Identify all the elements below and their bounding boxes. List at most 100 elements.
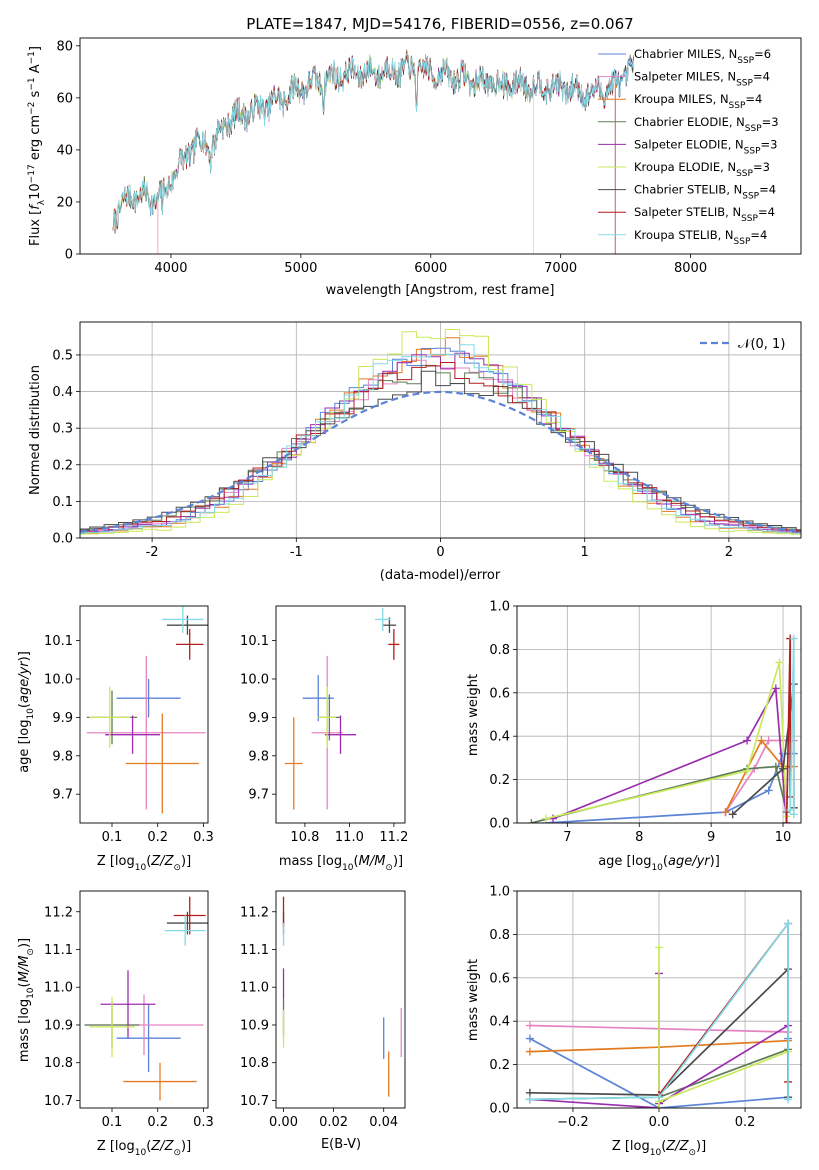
y-tick-label: 0.6 [489, 686, 510, 701]
x-axis-label: (data-model)/error [380, 568, 501, 583]
label-part: ⊙ [173, 863, 181, 873]
label-part: 10 [135, 863, 147, 873]
errorbar-kroupa-stelib [164, 915, 206, 946]
histogram-chabrier-elodie [80, 364, 801, 532]
errorbar-chabrier-miles [302, 675, 334, 722]
plot-area-mass-vs-Z [84, 896, 208, 1101]
y-tick-label: 1.0 [489, 885, 510, 900]
weight-marker [789, 810, 798, 819]
errorbar-kroupa-miles [284, 717, 303, 810]
label-part: λ [37, 199, 47, 205]
weight-marker [771, 762, 780, 771]
label-part: Salpeter STELIB, N [634, 205, 741, 219]
errorbar-salpeter-elodie [100, 970, 156, 1039]
plot-frame [79, 37, 802, 255]
errorbar-salpeter-elodie [105, 715, 160, 754]
plot-area-mass-vs-EBV [282, 896, 402, 1097]
y-axis-label: mass weight [466, 959, 481, 1041]
x-tick-label: 10.8 [290, 830, 319, 845]
label-part: )] [393, 854, 403, 869]
x-tick-label: 0.2 [147, 830, 168, 845]
y-tick-label: 11.2 [44, 905, 73, 920]
label-part: Z [log [97, 1139, 135, 1154]
y-tick-label: 10.1 [240, 634, 269, 649]
errorbar-kroupa-miles [125, 713, 199, 814]
x-axis-label: mass [log10(M/M⊙)] [279, 854, 403, 873]
weight-marker [782, 819, 791, 823]
label-part: mass [log [279, 854, 342, 869]
y-tick-label: 10.8 [240, 1056, 269, 1071]
label-part: =4 [750, 228, 767, 242]
x-tick-label: -2 [146, 545, 159, 560]
label-part: Salpeter MILES, N [634, 70, 736, 84]
spectrum-line-chabrier-elodie [112, 49, 634, 234]
x-tick-label: 4000 [154, 261, 187, 276]
x-axis-label: age [log10(age/yr)] [598, 854, 720, 873]
x-tick-label: 0.0 [649, 1115, 670, 1130]
label-part: Z [log [612, 1139, 650, 1154]
x-axis-label: Z [log10(Z/Z⊙)] [612, 1139, 706, 1158]
errorbar-chabrier-miles [116, 678, 181, 718]
label-part: ( [146, 1139, 151, 1154]
label-part: Chabrier ELODIE, N [634, 115, 745, 129]
x-axis-label: Z [log10(Z/Z⊙)] [97, 854, 191, 873]
weight-marker [655, 943, 663, 952]
y-tick-label: 10.0 [240, 672, 269, 687]
weight-marker [764, 786, 773, 795]
x-tick-label: 1 [581, 545, 589, 560]
label-part: Kroupa MILES, N [634, 92, 729, 106]
axes-age-vs-mass: 10.8 11.0 11.2 9.7 9.8 9.9 10.0 10.1 mass [log10… [240, 605, 408, 873]
label-part: Kroupa STELIB, N [634, 228, 734, 242]
label-part: ] [28, 46, 43, 51]
label-part: =3 [761, 137, 778, 151]
chart-title: PLATE=1847, MJD=54176, FIBERID=0556, z=0… [246, 15, 633, 33]
errorbar-kroupa-stelib [374, 607, 391, 631]
label-part: SSP [736, 169, 753, 179]
errorbar-kroupa-miles [123, 1062, 197, 1101]
y-tick-label: 0.3 [52, 422, 73, 437]
label-part: ( [17, 982, 32, 987]
weight-marker [525, 1095, 534, 1104]
y-tick-label: 20 [56, 195, 73, 210]
label-part: 10 [135, 1148, 147, 1158]
axes-spectrum: 4000 5000 6000 7000 8000 0 20 40 60 80 PLATE=1847,… [27, 15, 802, 298]
x-tick-label: 0.2 [735, 1115, 756, 1130]
y-tick-label: 0.4 [489, 730, 510, 745]
y-tick-label: 9.8 [52, 749, 73, 764]
label-part: SSP [742, 192, 759, 202]
label-part: =4 [745, 92, 762, 106]
legend-entry: Kroupa STELIB, NSSP=4 [634, 228, 767, 247]
weight-marker [757, 736, 766, 745]
weight-marker [525, 1021, 534, 1030]
errorbar-salpeter-elodie [324, 715, 357, 754]
errorbar-chabrier-miles [116, 1004, 181, 1073]
x-tick-label: 0.3 [193, 1115, 214, 1130]
label-part: SSP [745, 124, 762, 134]
errorbar-kroupa-elodie [89, 686, 131, 749]
label-part: SSP [729, 101, 746, 111]
label-part: =3 [753, 160, 770, 174]
label-part: )] [17, 938, 32, 948]
x-tick-label: 6000 [414, 261, 447, 276]
x-tick-label: 8 [635, 830, 643, 845]
y-tick-label: 9.8 [248, 749, 269, 764]
label-part: M/M [359, 854, 386, 869]
label-part: ( [663, 854, 668, 869]
label-part: )] [17, 651, 32, 661]
plot-area-massweight-vs-age [527, 634, 798, 823]
weight-line-kroupa-elodie [658, 947, 789, 1108]
y-tick-label: 11.1 [44, 943, 73, 958]
y-tick-label: 10.9 [44, 1018, 73, 1033]
weight-line-salpeter-miles [724, 739, 794, 813]
weight-marker [548, 814, 557, 823]
label-part: erg cm [28, 115, 43, 164]
x-tick-label: 0.02 [319, 1115, 348, 1130]
errorbar-salpeter-stelib [173, 896, 206, 935]
x-tick-label: 8000 [674, 261, 707, 276]
label-part: 10 [26, 708, 36, 720]
legend-entry: Chabrier STELIB, NSSP=4 [634, 183, 776, 202]
weight-line-salpeter-elodie [529, 973, 789, 1108]
label-part: 10 [650, 1148, 662, 1158]
plot-area-massweight-vs-Z [525, 919, 793, 1108]
